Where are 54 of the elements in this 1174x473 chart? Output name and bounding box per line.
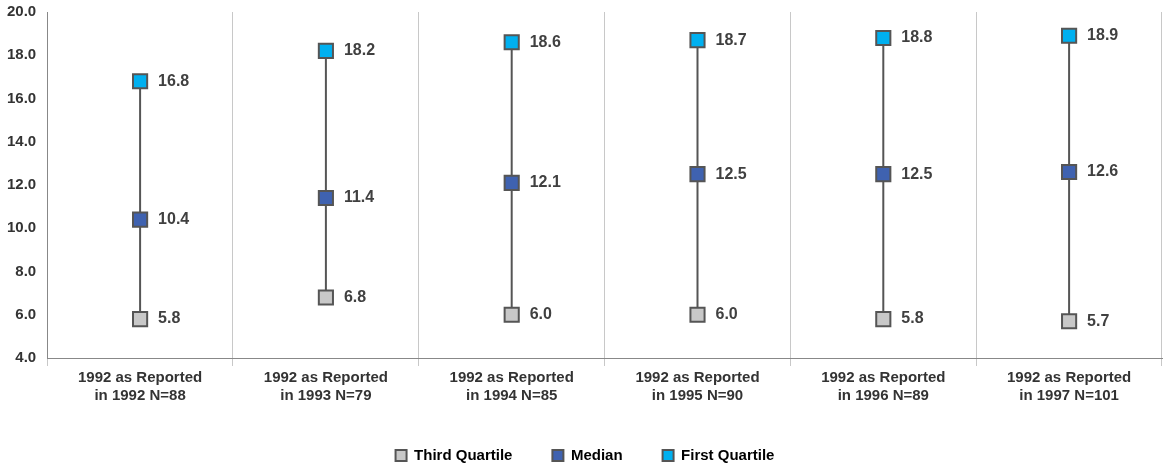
data-label: 11.4	[343, 188, 375, 206]
point	[132, 311, 149, 328]
legend-label: Third Quartile	[414, 445, 513, 463]
point	[689, 306, 706, 323]
data-label: 5.7	[1087, 311, 1110, 329]
data-label: 6.0	[715, 305, 738, 323]
data-label: 12.5	[901, 164, 933, 182]
point	[503, 174, 520, 191]
point	[503, 34, 520, 51]
data-label: 12.6	[1087, 162, 1119, 180]
point	[875, 166, 892, 183]
y-tick-label: 10.0	[6, 218, 37, 236]
y-tick-label: 4.0	[15, 348, 37, 366]
legend-label: First Quartile	[681, 445, 775, 463]
x-tick-label: 1992 as Reported in 1992 N=88	[77, 368, 203, 404]
data-label: 10.4	[158, 210, 190, 228]
data-label: 18.9	[1087, 26, 1119, 44]
point	[132, 211, 149, 228]
point	[317, 289, 334, 306]
point	[1061, 27, 1078, 44]
data-label: 18.8	[901, 28, 933, 46]
data-label: 18.7	[715, 30, 747, 48]
data-label: 5.8	[901, 309, 924, 327]
point	[689, 32, 706, 49]
point	[1061, 313, 1078, 330]
y-tick-label: 6.0	[15, 304, 37, 322]
y-tick-label: 16.0	[6, 88, 37, 106]
data-label: 12.5	[715, 164, 747, 182]
legend-label: Median	[570, 445, 623, 463]
y-tick-label: 14.0	[6, 131, 37, 149]
point	[132, 73, 149, 90]
x-tick-label: 1992 as Reported in 1995 N=90	[635, 368, 760, 404]
y-tick-label: 18.0	[6, 45, 37, 63]
y-tick-label: 8.0	[15, 261, 37, 279]
data-label: 6.8	[343, 287, 367, 305]
point	[689, 166, 706, 183]
x-tick-label: 1992 as Reported in 1994 N=85	[449, 368, 574, 404]
data-label: 6.0	[529, 305, 553, 323]
point	[875, 311, 892, 328]
data-label: 18.6	[529, 32, 561, 50]
point	[503, 306, 520, 323]
y-tick-label: 12.0	[6, 175, 37, 193]
x-tick-label: 1992 as Reported in 1997 N=101	[1006, 368, 1132, 404]
point	[317, 42, 334, 59]
y-tick-label: 20.0	[6, 2, 37, 20]
point	[317, 189, 334, 207]
data-label: 18.2	[343, 41, 376, 59]
point	[875, 29, 892, 47]
data-label: 5.8	[158, 309, 181, 327]
data-label: 16.8	[158, 71, 190, 89]
x-tick-label: 1992 as Reported in 1996 N=89	[821, 368, 946, 404]
data-label: 12.1	[529, 173, 561, 191]
point	[1061, 163, 1078, 181]
x-tick-label: 1992 as Reported in 1993 N=79	[263, 368, 389, 404]
